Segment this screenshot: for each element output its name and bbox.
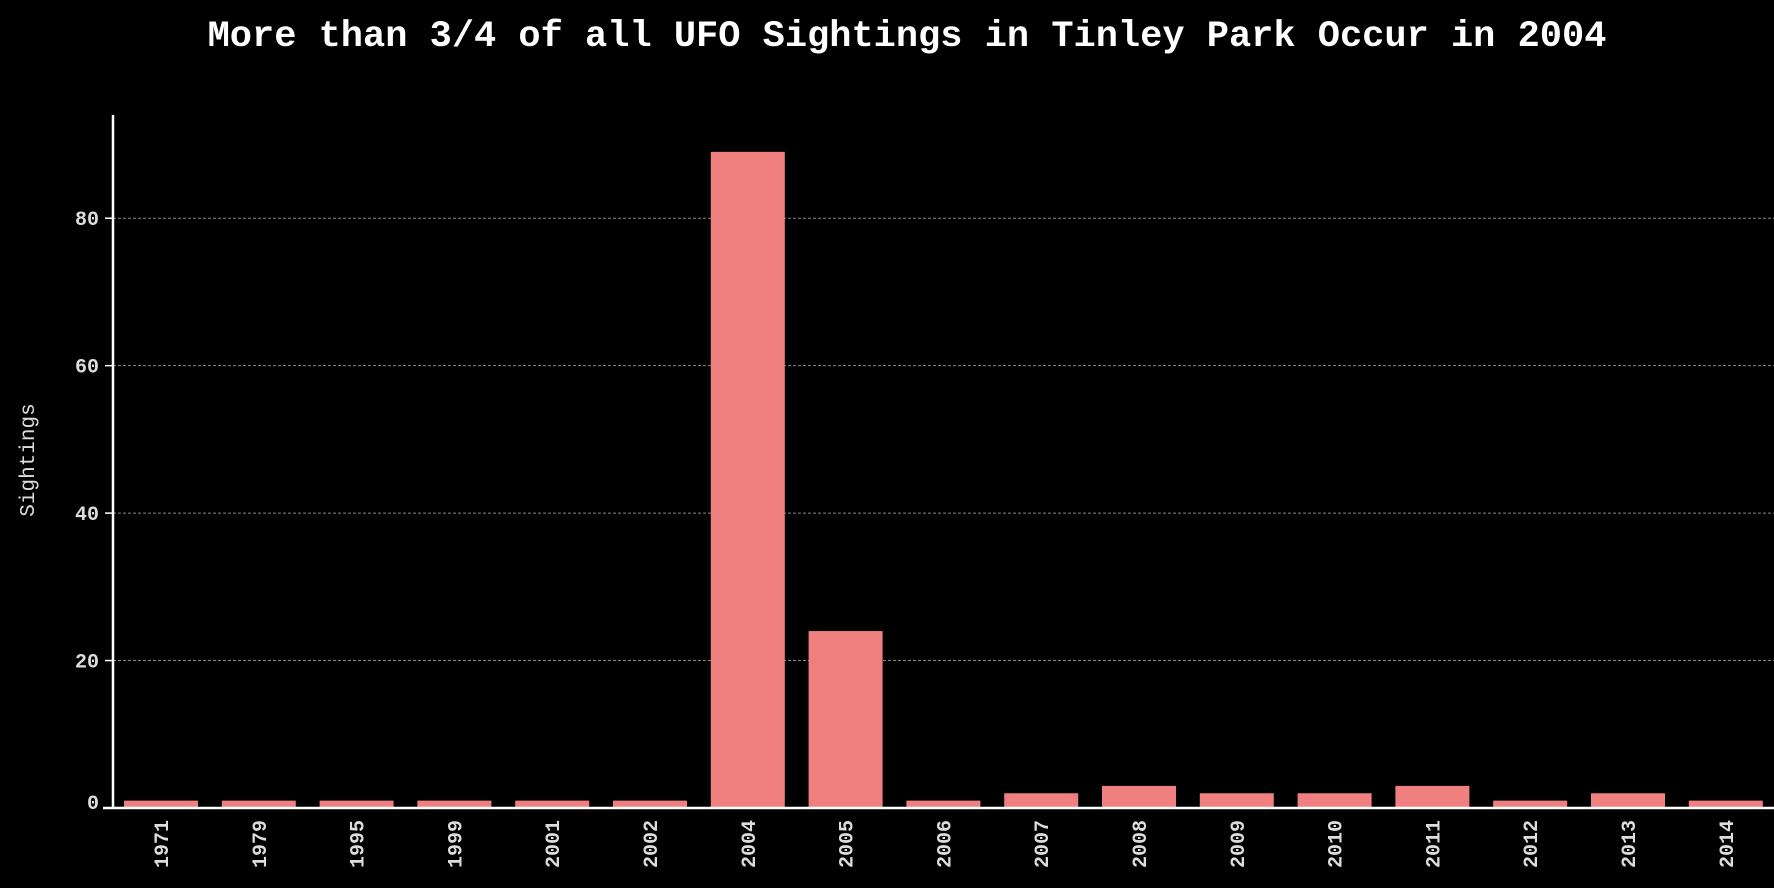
x-tick-label: 2009 — [1228, 820, 1251, 868]
x-tick-label: 2008 — [1130, 820, 1153, 868]
bar-2013 — [1591, 793, 1665, 807]
y-axis-label: Sightings — [18, 403, 41, 516]
x-tick-label: 2010 — [1326, 820, 1349, 868]
bar-2006 — [906, 800, 981, 807]
x-tick-label: 2014 — [1717, 820, 1740, 868]
y-tick-label: 20 — [75, 652, 99, 675]
bar-1971 — [124, 800, 198, 807]
bar-1979 — [221, 800, 296, 807]
x-tick-label: 1979 — [250, 820, 273, 868]
x-tick-label: 2004 — [739, 820, 762, 868]
x-tick-label: 2006 — [934, 820, 957, 868]
bar-2005 — [808, 631, 883, 807]
bar-2008 — [1102, 785, 1176, 807]
x-tick-label: 1999 — [445, 820, 468, 868]
bar-2001 — [515, 800, 590, 807]
y-tick-label: 0 — [87, 793, 99, 816]
y-tick-label: 40 — [75, 504, 99, 527]
bar-2007 — [1004, 793, 1079, 807]
x-tick-label: 2012 — [1521, 820, 1544, 868]
x-tick-label: 1995 — [348, 820, 371, 868]
x-tick-label: 2007 — [1032, 820, 1055, 868]
bar-2011 — [1395, 785, 1470, 807]
bars — [124, 151, 1763, 808]
bar-2010 — [1297, 793, 1372, 807]
x-tick-label: 2001 — [543, 820, 566, 868]
bar-2014 — [1688, 800, 1763, 807]
bar-2004 — [710, 151, 785, 808]
y-tick-label: 60 — [75, 357, 99, 380]
bar-1995 — [319, 800, 394, 807]
bar-2002 — [613, 800, 687, 807]
x-tick-label: 2002 — [641, 820, 664, 868]
x-tick-label: 2011 — [1423, 820, 1446, 868]
y-axis-ticks: 0 20 40 60 80 — [75, 209, 113, 816]
x-axis-ticks: 1971 1979 1995 1999 2001 2002 2004 2005 2006 2007… — [152, 820, 1740, 868]
bar-2012 — [1493, 800, 1568, 807]
bar-1999 — [417, 800, 492, 807]
x-tick-label: 2005 — [837, 820, 860, 868]
grid-lines — [113, 217, 1774, 662]
y-tick-label: 80 — [75, 209, 99, 232]
x-tick-label: 2013 — [1619, 820, 1642, 868]
bar-2009 — [1199, 793, 1274, 807]
x-tick-label: 1971 — [152, 820, 175, 868]
chart-title: More than 3/4 of all UFO Sightings in Ti… — [208, 16, 1607, 58]
